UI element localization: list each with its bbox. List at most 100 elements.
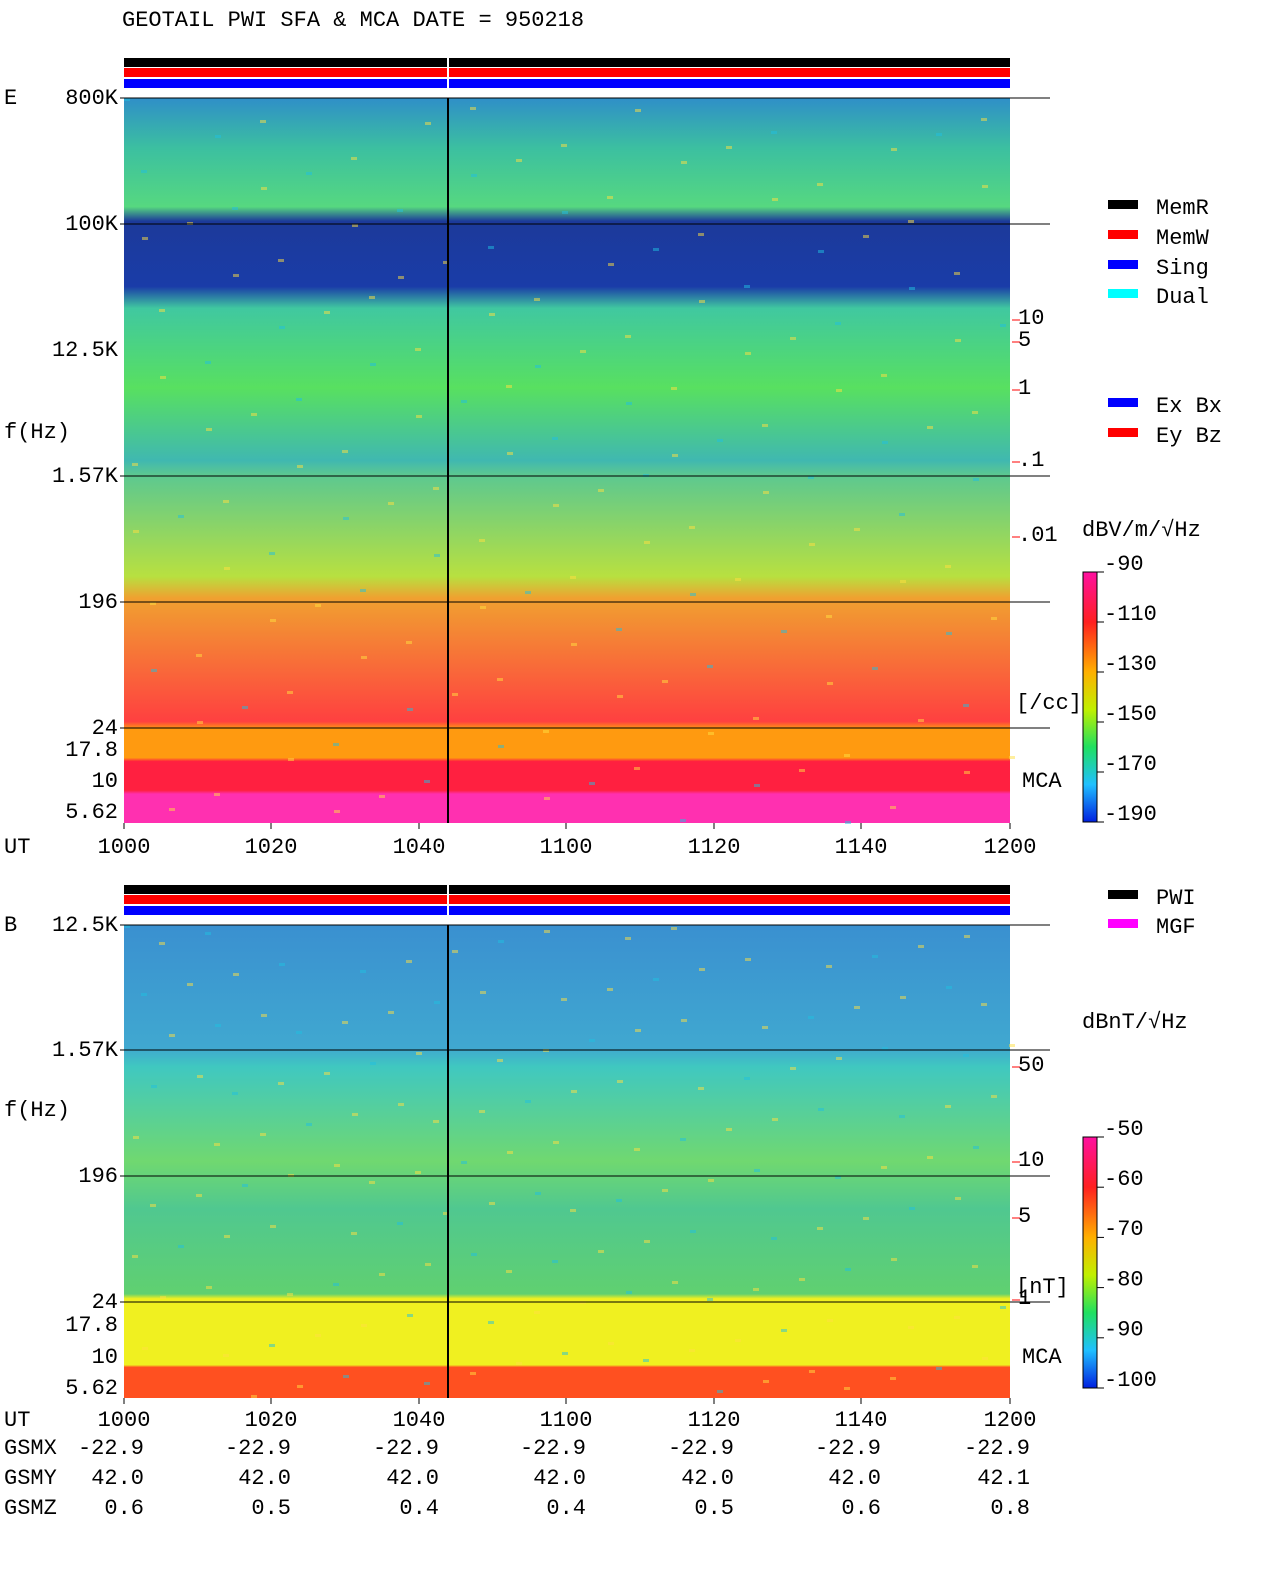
- spectrogram-speckle: [315, 604, 321, 607]
- spectrogram-speckle: [899, 1115, 905, 1118]
- spectrogram-speckle: [762, 424, 768, 427]
- ephemeris-value: 42.0: [828, 1466, 881, 1491]
- spectrogram-speckle: [835, 1176, 841, 1179]
- y-tick-label: 12.5K: [52, 913, 119, 938]
- spectrogram-speckle: [397, 209, 403, 212]
- spectrogram-speckle: [553, 1141, 559, 1144]
- ephemeris-value: -22.9: [225, 1436, 291, 1461]
- spectrogram-speckle: [205, 932, 211, 935]
- density-tick-label: 5: [1018, 328, 1031, 353]
- density-tick-label: 50: [1018, 1053, 1044, 1078]
- density-tick-label: .01: [1018, 523, 1058, 548]
- spectrogram-speckle: [826, 965, 832, 968]
- spectrogram-speckle: [626, 402, 632, 405]
- spectrogram-speckle: [232, 207, 238, 210]
- spectrogram-speckle: [863, 1217, 869, 1220]
- spectrogram-speckle: [616, 628, 622, 631]
- spectrogram-speckle: [844, 1387, 850, 1390]
- spectrogram-speckle: [845, 1268, 851, 1271]
- spectrogram-speckle: [754, 784, 760, 787]
- spectrogram-speckle: [534, 1311, 540, 1314]
- spectrogram-speckle: [826, 615, 832, 618]
- spectrogram-speckle: [223, 1354, 229, 1357]
- x-tick-label: 1140: [835, 835, 888, 860]
- x-tick-label: 1200: [984, 835, 1037, 860]
- spectrogram-speckle: [571, 1090, 577, 1093]
- spectrogram-speckle: [671, 927, 677, 930]
- y-tick-label: 10: [92, 1345, 118, 1370]
- x-tick-label: 1000: [98, 1408, 151, 1433]
- spectrogram-speckle: [927, 426, 933, 429]
- spectrogram-speckle: [398, 1103, 404, 1106]
- y-tick-label: 10: [92, 769, 118, 794]
- legend-swatch: [1108, 398, 1138, 407]
- colorbar-tick-label: -150: [1104, 702, 1157, 727]
- legend-label: Dual: [1156, 285, 1209, 310]
- ephemeris-value: 0.5: [694, 1496, 734, 1521]
- spectrogram-speckle: [625, 335, 631, 338]
- ephemeris-value: -22.9: [78, 1436, 144, 1461]
- spectrogram-speckle: [589, 782, 595, 785]
- spectrogram-speckle: [334, 1164, 340, 1167]
- y-tick-label: 5.62: [65, 1376, 118, 1401]
- ephemeris-value: -22.9: [668, 1436, 734, 1461]
- spectrogram-speckle: [506, 1270, 512, 1273]
- spectrogram-speckle: [552, 437, 558, 440]
- spectrogram-speckle: [297, 1385, 303, 1388]
- ephemeris-value: 42.0: [533, 1466, 586, 1491]
- spectrogram-speckle: [506, 385, 512, 388]
- spectrogram-speckle: [480, 606, 486, 609]
- colorbar: [1082, 571, 1098, 823]
- ephemeris-value: -22.9: [815, 1436, 881, 1461]
- ephemeris-value: -22.9: [964, 1436, 1030, 1461]
- spectrogram-speckle: [882, 1047, 888, 1050]
- spectrogram-speckle: [954, 1316, 960, 1319]
- spectrogram-speckle: [973, 478, 979, 481]
- legend-label: Ex Bx: [1156, 394, 1222, 419]
- spectrogram-speckle: [498, 745, 504, 748]
- y-tick-label: 1.57K: [52, 1038, 119, 1063]
- x-tick-label: 1020: [245, 1408, 298, 1433]
- ephemeris-value: 0.6: [104, 1496, 144, 1521]
- spectrogram-speckle: [680, 819, 686, 822]
- ephemeris-value: 0.6: [841, 1496, 881, 1521]
- spectrogram-speckle: [132, 463, 138, 466]
- spectrogram-speckle: [233, 274, 239, 277]
- spectrogram-speckle: [388, 1011, 394, 1014]
- spectrogram-speckle: [196, 1194, 202, 1197]
- spectrogram-speckle: [370, 363, 376, 366]
- spectrogram-speckle: [790, 1067, 796, 1070]
- spectrogram-speckle: [963, 704, 969, 707]
- spectrogram-speckle: [544, 797, 550, 800]
- spectrogram-speckle: [223, 500, 229, 503]
- spectrogram-speckle: [854, 1006, 860, 1009]
- spectrogram-speckle: [361, 656, 367, 659]
- spectrogram-speckle: [991, 617, 997, 620]
- colorbar-tick-label: -90: [1104, 1318, 1144, 1343]
- y-tick-label: 100K: [65, 212, 119, 237]
- spectrogram-speckle: [260, 120, 266, 123]
- y-tick-label: 17.8: [65, 1313, 118, 1338]
- spectrogram-speckle: [772, 198, 778, 201]
- spectrogram-speckle: [707, 665, 713, 668]
- mca-label: MCA: [1022, 1345, 1062, 1370]
- spectrogram-speckle: [296, 1031, 302, 1034]
- spectrogram-speckle: [552, 1260, 558, 1263]
- spectrogram-speckle: [425, 1263, 431, 1266]
- x-tick-label: 1120: [688, 1408, 741, 1433]
- spectrogram-speckle: [379, 1273, 385, 1276]
- spectrogram-speckle: [881, 374, 887, 377]
- legend-swatch: [1108, 890, 1138, 899]
- spectrogram-speckle: [197, 721, 203, 724]
- spectrogram-speckle: [698, 233, 704, 236]
- spectrogram-speckle: [215, 1024, 221, 1027]
- ephemeris-value: 42.0: [681, 1466, 734, 1491]
- spectrogram-speckle: [753, 717, 759, 720]
- spectrogram-speckle: [708, 1179, 714, 1182]
- spectrogram-speckle: [242, 1184, 248, 1187]
- legend-swatch: [1108, 428, 1138, 437]
- status-bar: [124, 895, 1010, 904]
- spectrogram-speckle: [872, 667, 878, 670]
- spectrogram-speckle: [141, 170, 147, 173]
